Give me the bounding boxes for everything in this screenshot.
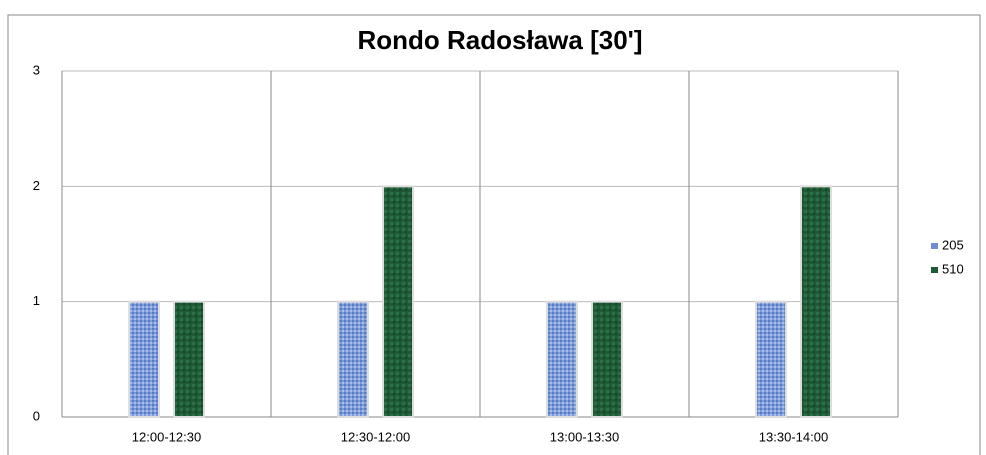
bar [382, 185, 414, 418]
x-tick-label: 13:00-13:30 [550, 429, 619, 444]
y-tick-label: 1 [33, 293, 40, 308]
chart-title: Rondo Radosława [30'] [358, 25, 643, 55]
legend-label: 205 [942, 237, 964, 252]
bar [337, 300, 369, 418]
legend-swatch [931, 267, 938, 273]
bar [173, 300, 205, 418]
x-tick-label: 13:30-14:00 [759, 429, 828, 444]
x-tick-label: 12:30-12:00 [341, 429, 410, 444]
legend-label: 510 [942, 261, 964, 276]
y-tick-label: 3 [33, 62, 40, 77]
x-tick-label: 12:00-12:30 [132, 429, 201, 444]
bar [755, 300, 787, 418]
bar [591, 300, 623, 418]
bar [546, 300, 578, 418]
bar [800, 185, 832, 418]
y-tick-label: 0 [33, 408, 40, 423]
y-tick-label: 2 [33, 178, 40, 193]
bar [128, 300, 160, 418]
legend-swatch [931, 243, 938, 249]
